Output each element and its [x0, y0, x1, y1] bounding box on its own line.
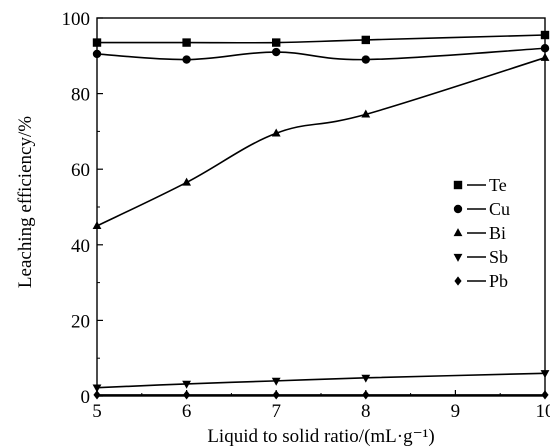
series-pb-point	[362, 390, 370, 400]
series-cu-point	[272, 47, 281, 57]
series-te-point	[182, 38, 191, 47]
series-pb	[93, 390, 549, 400]
x-tick-label: 5	[92, 401, 102, 422]
series-bi-point	[271, 128, 281, 137]
y-tick-label: 20	[71, 311, 90, 332]
series-cu-line	[96, 47, 546, 61]
series-bi-point	[182, 177, 192, 186]
x-tick-label: 10	[536, 401, 550, 422]
legend-label-te: Te	[489, 175, 507, 195]
x-tick-label: 7	[271, 401, 281, 422]
legend-marker-sb	[453, 253, 463, 262]
x-tick-label: 6	[182, 401, 192, 422]
legend-marker-cu	[453, 204, 463, 214]
series-pb-point	[183, 390, 191, 400]
y-axis-label: Leaching efficiency/%	[15, 116, 36, 288]
series-te-point	[540, 30, 550, 40]
series-sb-point	[271, 377, 281, 386]
plot-frame	[96, 17, 546, 397]
series-te-line	[97, 34, 546, 44]
series-te-point	[361, 35, 370, 45]
series-bi-point	[92, 221, 102, 230]
x-axis-label: Liquid to solid ratio/(mL·g⁻¹)	[207, 426, 434, 447]
legend-marker-te	[453, 180, 463, 190]
series-cu-point	[540, 44, 550, 53]
legend-item-cu: Cu	[453, 199, 510, 219]
x-tick-label: 9	[451, 401, 461, 422]
series-pb-point	[272, 390, 280, 400]
legend-marker-pb	[454, 276, 462, 286]
series-bi	[92, 52, 550, 230]
legend-label-pb: Pb	[489, 271, 508, 291]
series-bi-line	[96, 56, 546, 227]
series-cu-point	[92, 49, 102, 59]
y-tick-label: 100	[62, 9, 91, 30]
legend-label-bi: Bi	[489, 223, 506, 243]
series-te-point	[272, 38, 281, 47]
legend: Te Cu Bi Sb Pb	[453, 175, 510, 291]
series-layer	[92, 30, 550, 400]
series-cu	[92, 44, 550, 64]
legend-label-cu: Cu	[489, 199, 510, 219]
series-pb-point	[93, 390, 101, 400]
y-tick-label: 40	[71, 236, 90, 257]
legend-item-sb: Sb	[453, 247, 508, 267]
series-te	[92, 30, 550, 47]
y-tick-label: 60	[71, 160, 90, 181]
series-bi-point	[540, 52, 550, 61]
legend-item-pb: Pb	[454, 271, 508, 291]
legend-item-bi: Bi	[453, 223, 506, 243]
series-sb-point	[540, 370, 550, 379]
series-sb-point	[182, 380, 192, 389]
series-cu-point	[182, 55, 191, 64]
legend-item-te: Te	[453, 175, 507, 195]
legend-label-sb: Sb	[489, 247, 508, 267]
series-sb	[92, 370, 550, 393]
series-bi-point	[361, 109, 371, 118]
legend-marker-bi	[453, 228, 463, 237]
y-tick-label: 80	[71, 85, 90, 106]
series-sb-line	[96, 372, 546, 389]
series-sb-point	[92, 384, 102, 393]
x-tick-label: 8	[361, 401, 371, 422]
series-te-point	[92, 38, 102, 47]
series-cu-point	[361, 55, 370, 64]
y-tick-label: 0	[81, 387, 91, 408]
series-pb-point	[541, 390, 549, 400]
series-sb-point	[361, 374, 371, 383]
